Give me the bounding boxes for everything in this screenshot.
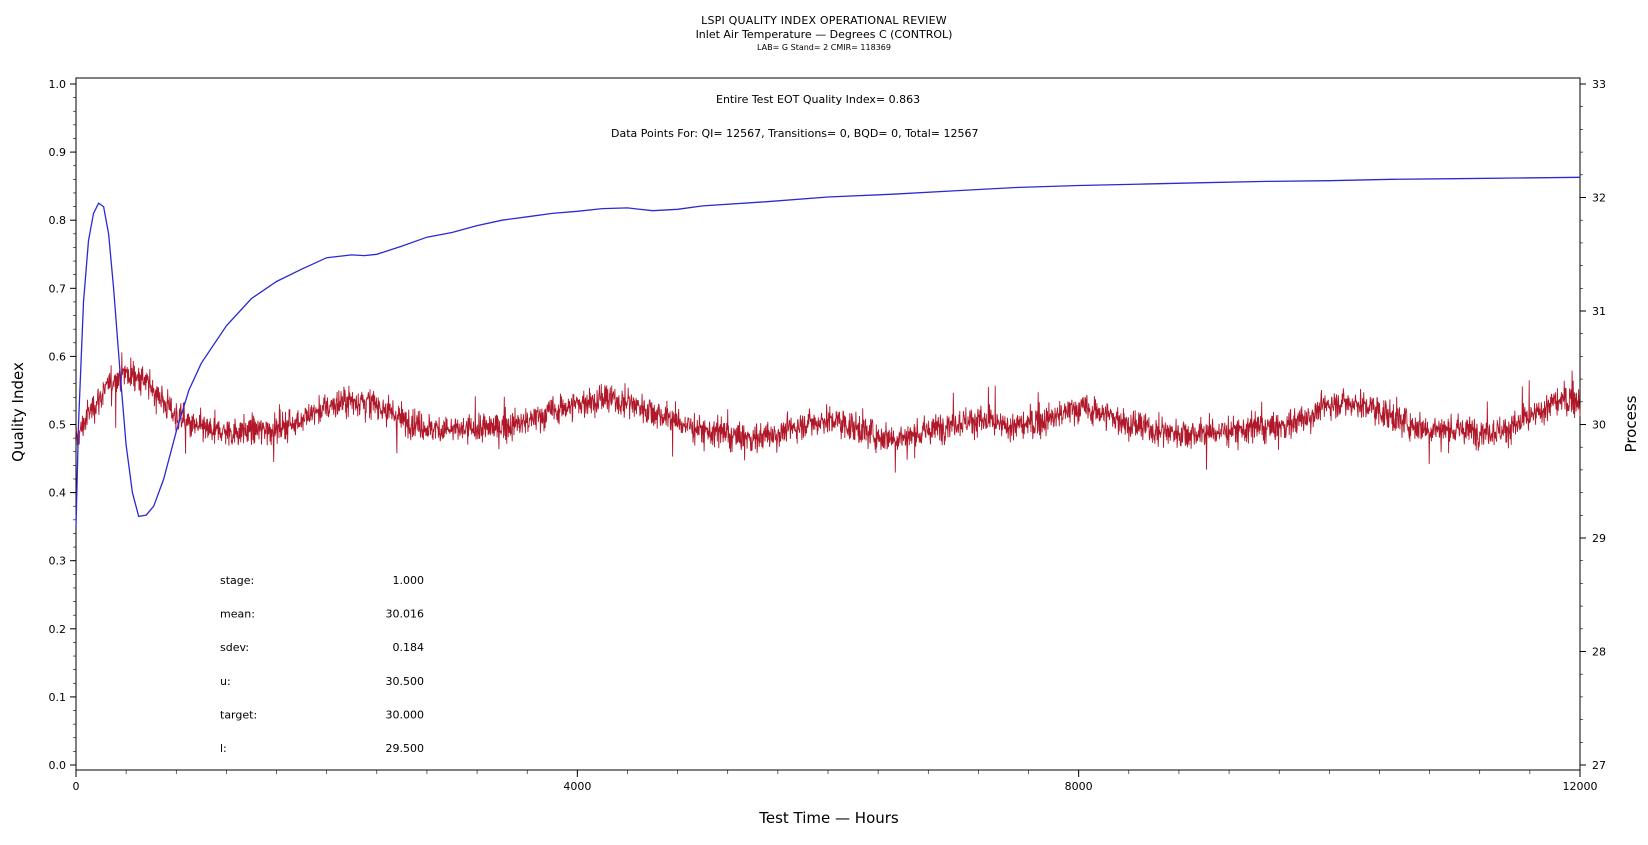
stat-label: mean: [220,608,255,621]
x-axis: 0 4000 8000 12000 [73,770,1598,793]
stat-value: 1.000 [393,574,425,587]
chart-subtitle: Inlet Air Temperature — Degrees C (CONTR… [695,28,953,41]
y-tick-label: 0.8 [49,214,67,227]
stat-value: 30.016 [386,608,425,621]
stat-label: sdev: [220,641,249,654]
stat-label: u: [220,675,231,688]
y2-tick-label: 30 [1592,419,1606,432]
y-tick-label: 0.2 [49,623,67,636]
y-tick-label: 1.0 [49,78,67,91]
x-tick-label: 4000 [563,780,591,793]
data-points-annotation: Data Points For: QI= 12567, Transitions=… [611,127,979,140]
left-axis: 0.0 0.1 0.2 0.3 0.4 0.5 0.6 0.7 0.8 0.9 1.0 [49,78,76,772]
stat-value: 0.184 [393,641,425,654]
x-tick-label: 12000 [1563,780,1598,793]
y-tick-label: 0.4 [49,487,67,500]
chart-meta: LAB= G Stand= 2 CMIR= 118369 [757,43,891,52]
y2-tick-label: 28 [1592,646,1606,659]
process-series-line [75,352,1581,473]
y-tick-label: 0.3 [49,555,67,568]
y2-tick-label: 33 [1592,78,1606,91]
series-layer [75,176,1581,527]
stat-label: stage: [220,574,254,587]
right-axis: 27 28 29 30 31 32 33 [1580,78,1606,772]
stat-label: target: [220,708,257,721]
eot-annotation: Entire Test EOT Quality Index= 0.863 [716,93,920,106]
x-axis-title: Test Time — Hours [758,809,899,827]
y-tick-label: 0.0 [49,759,67,772]
y2-axis-title: Process [1622,395,1640,452]
x-tick-label: 8000 [1065,780,1093,793]
y2-tick-label: 31 [1592,305,1606,318]
stats-block: stage: 1.000 mean: 30.016 sdev: 0.184 u: 30.500… [220,574,424,755]
y-tick-label: 0.7 [49,282,67,295]
y-tick-label: 0.6 [49,350,67,363]
y-tick-label: 0.9 [49,146,67,159]
y-axis-title: Quality Index [9,362,27,462]
y-tick-label: 0.5 [49,419,67,432]
x-tick-label: 0 [73,780,80,793]
y2-tick-label: 29 [1592,532,1606,545]
chart-title: LSPI QUALITY INDEX OPERATIONAL REVIEW [701,14,947,27]
quality-index-series-line [75,176,1581,527]
stat-value: 30.500 [386,675,425,688]
stat-label: l: [220,742,227,755]
stat-value: 30.000 [386,708,425,721]
stat-value: 29.500 [386,742,425,755]
y2-tick-label: 32 [1592,192,1606,205]
y2-tick-label: 27 [1592,759,1606,772]
y-tick-label: 0.1 [49,691,67,704]
